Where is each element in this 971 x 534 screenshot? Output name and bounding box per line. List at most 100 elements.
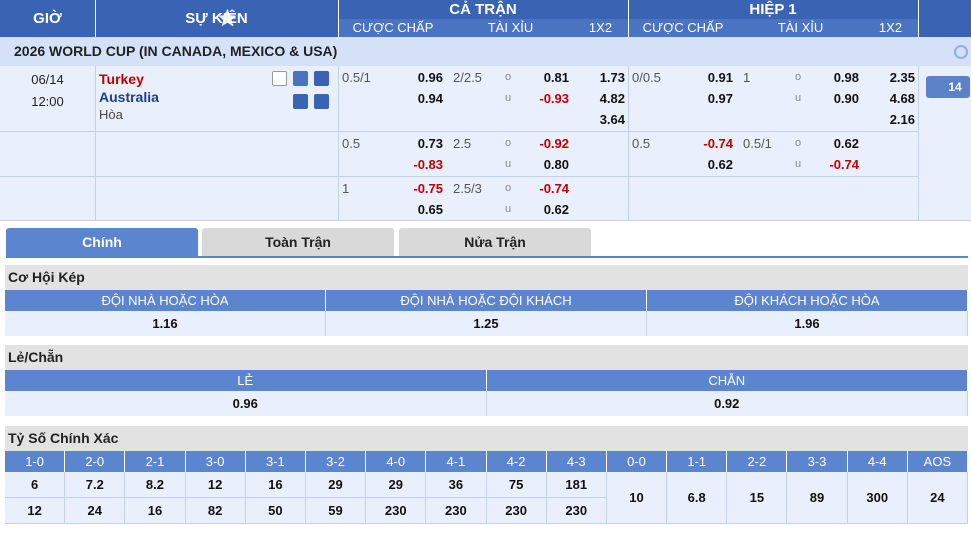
- home-odds: 0.91: [707, 70, 733, 85]
- handicap-line: 0.5/1: [342, 70, 371, 85]
- score-label: AOS: [907, 451, 968, 472]
- over-odds: -0.92: [539, 136, 569, 151]
- live-icon[interactable]: [293, 71, 308, 86]
- handicap-line: 0.5: [342, 136, 361, 151]
- score-odds: 16: [245, 472, 306, 498]
- section-title: Lẻ/Chẵn: [8, 349, 64, 365]
- group-title: CẢ TRẬN: [449, 1, 517, 18]
- section-bar: [5, 426, 968, 451]
- under-label: u: [504, 203, 512, 215]
- away-odds: 0.62: [707, 157, 733, 172]
- away-odds: -0.83: [413, 157, 443, 172]
- stats-icon[interactable]: [293, 94, 308, 109]
- money-icon[interactable]: [314, 94, 329, 109]
- col-time: GIỜ: [33, 10, 62, 27]
- match-date: 06/14: [31, 72, 64, 87]
- more-markets: 14: [948, 80, 962, 94]
- over-label: o: [794, 71, 802, 83]
- score-label: 3-0: [185, 451, 246, 472]
- x12-odds: 4.82: [599, 91, 625, 106]
- score-label: 4-1: [426, 451, 487, 472]
- score-odds: 10: [606, 472, 668, 524]
- group-title: HIỆP 1: [749, 1, 797, 18]
- under-odds: -0.93: [539, 91, 569, 106]
- under-odds: -0.74: [829, 157, 859, 172]
- total-line: 0.5/1: [743, 136, 772, 151]
- col-event: SỰ KIỆN: [185, 10, 248, 27]
- score-odds: 59: [305, 498, 367, 524]
- away-odds: 0.65: [417, 202, 443, 217]
- x12-odds: 2.35: [889, 70, 915, 85]
- score-odds: 29: [305, 472, 367, 498]
- over-label: o: [794, 137, 802, 149]
- score-odds: 24: [65, 498, 126, 524]
- home-odds: -0.74: [703, 136, 733, 151]
- col-subheader: TÀI XỈU: [777, 20, 824, 35]
- star-icon[interactable]: [218, 8, 237, 27]
- over-label: o: [504, 71, 512, 83]
- table-value: 0.92: [486, 391, 968, 416]
- tab[interactable]: Chính: [6, 228, 198, 256]
- x12-odds: 3.64: [599, 112, 625, 127]
- score-odds: 6: [5, 472, 66, 498]
- table-header: CHẴN: [486, 370, 968, 391]
- tab[interactable]: Toàn Trận: [202, 228, 394, 256]
- score-label: 4-4: [847, 451, 908, 472]
- score-odds: 16: [125, 498, 186, 524]
- x12-odds: 4.68: [889, 91, 915, 106]
- refresh-icon[interactable]: [954, 45, 968, 59]
- score-odds: 36: [426, 472, 487, 498]
- over-odds: 0.62: [833, 136, 859, 151]
- match-area: [0, 66, 971, 220]
- score-label: 4-3: [546, 451, 607, 472]
- col-subheader: TÀI XỈU: [487, 20, 534, 35]
- over-label: o: [504, 137, 512, 149]
- table-value: 1.96: [647, 311, 968, 336]
- total-line: 2.5: [453, 136, 472, 151]
- match-time: 12:00: [31, 94, 64, 109]
- draw-label: Hòa: [99, 107, 123, 122]
- score-odds: 7.2: [65, 472, 126, 498]
- table-header: ĐỘI NHÀ HOẶC ĐỘI KHÁCH: [326, 290, 647, 311]
- tv-icon[interactable]: [272, 71, 287, 86]
- handicap-line: 0.5: [632, 136, 651, 151]
- score-odds: 8.2: [125, 472, 186, 498]
- tab-underline: [6, 256, 968, 258]
- more-button[interactable]: [926, 76, 970, 98]
- over-odds: 0.98: [833, 70, 859, 85]
- under-label: u: [504, 158, 512, 170]
- col-subheader: CƯỢC CHẤP: [352, 20, 434, 35]
- section-bar: [5, 345, 968, 370]
- away-team: Australia: [99, 89, 159, 105]
- home-team: Turkey: [99, 71, 144, 87]
- fav-icon[interactable]: [314, 71, 329, 86]
- over-odds: 0.81: [543, 70, 569, 85]
- score-odds: 15: [727, 472, 788, 524]
- score-label: 4-2: [486, 451, 547, 472]
- score-label: 3-1: [245, 451, 306, 472]
- score-label: 1-0: [5, 451, 66, 472]
- table-header: LẺ: [5, 370, 487, 391]
- total-line: 2/2.5: [453, 70, 482, 85]
- x12-odds: 2.16: [889, 112, 915, 127]
- score-odds: 12: [5, 498, 66, 524]
- table-value: 1.16: [5, 311, 326, 336]
- table-header: ĐỘI NHÀ HOẶC HÒA: [5, 290, 326, 311]
- under-odds: 0.62: [543, 202, 569, 217]
- away-odds: 0.94: [417, 91, 443, 106]
- home-odds: 0.96: [417, 70, 443, 85]
- section-bar: [5, 265, 968, 290]
- handicap-line: 0/0.5: [632, 70, 661, 85]
- tab[interactable]: Nửa Trận: [399, 228, 591, 256]
- score-odds: 230: [546, 498, 607, 524]
- score-odds: 300: [847, 472, 908, 524]
- score-odds: 230: [426, 498, 487, 524]
- over-odds: -0.74: [539, 181, 569, 196]
- table-header: ĐỘI KHÁCH HOẶC HÒA: [647, 290, 968, 311]
- table-value: 0.96: [5, 391, 487, 416]
- score-odds: 50: [245, 498, 306, 524]
- league-bar: [0, 37, 971, 66]
- league-name: 2026 WORLD CUP (IN CANADA, MEXICO & USA): [14, 43, 338, 59]
- over-label: o: [504, 182, 512, 194]
- col-subheader: 1X2: [588, 20, 613, 35]
